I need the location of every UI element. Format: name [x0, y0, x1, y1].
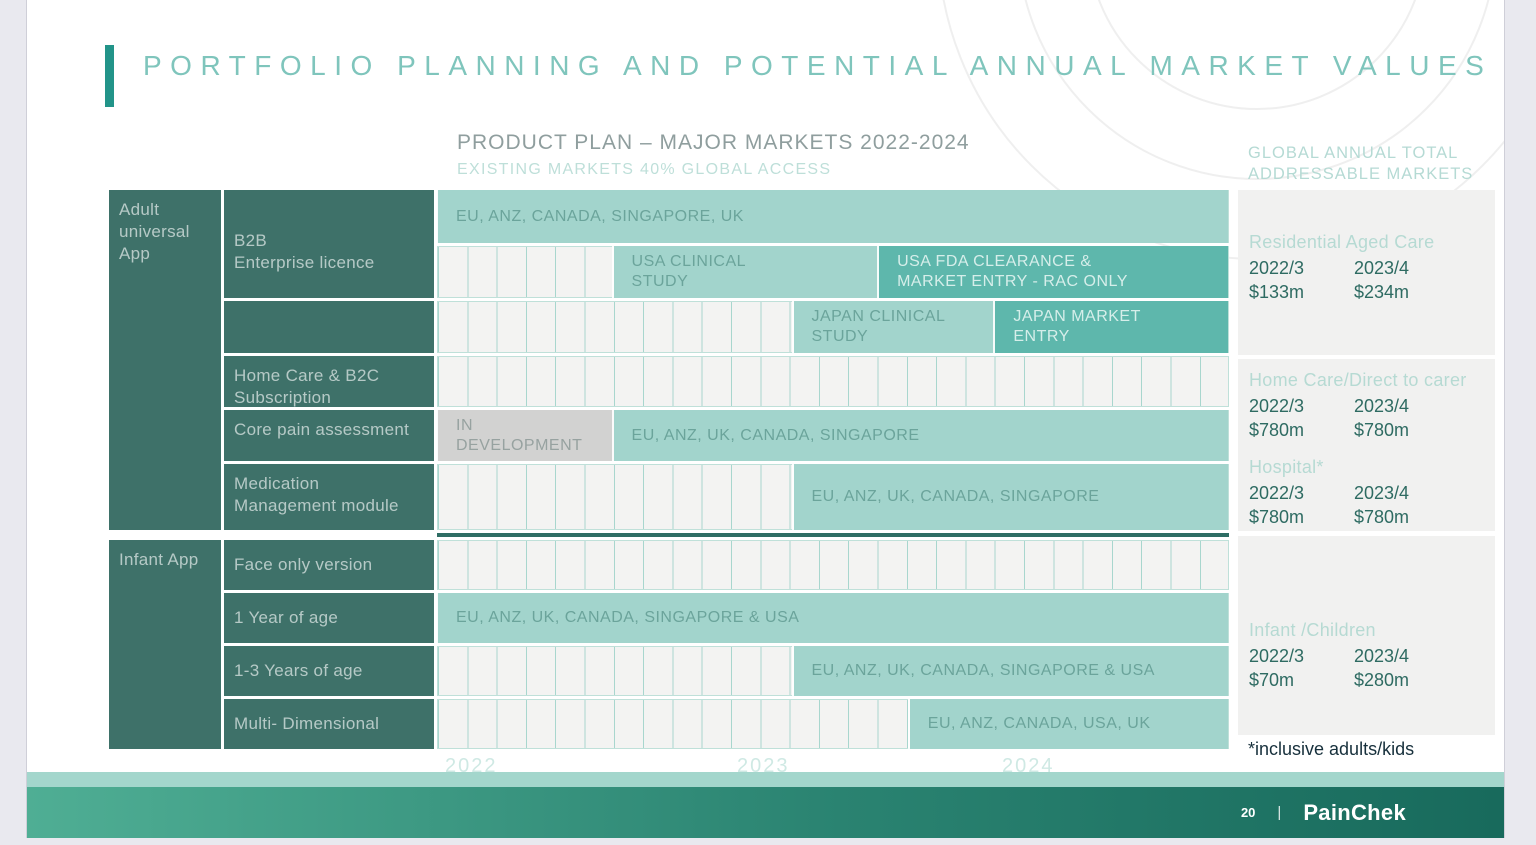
page-title: PORTFOLIO PLANNING AND POTENTIAL ANNUAL …	[143, 50, 1493, 81]
gantt-row: EU, ANZ, CANADA, SINGAPORE, UK	[437, 190, 1229, 243]
row-label-1-3-years: 1-3 Years of age	[224, 646, 434, 696]
chart-title: PRODUCT PLAN – MAJOR MARKETS 2022-2024	[457, 131, 970, 154]
period-label: 2023/4	[1354, 396, 1410, 416]
market-entry: Home Care/Direct to carer 2022/3 2023/4 …	[1249, 370, 1495, 443]
axis-year-2024: 2024	[1002, 755, 1055, 777]
gantt-row: IN DEVELOPMENT EU, ANZ, UK, CANADA, SINGA…	[437, 410, 1229, 461]
row-label-home-care: Home Care & B2C Subscription	[224, 356, 434, 407]
market-name: Home Care/Direct to carer	[1249, 370, 1467, 390]
market-values: $780m $780m	[1249, 418, 1495, 442]
gantt-bar: EU, ANZ, UK, CANADA, SINGAPORE	[793, 464, 1228, 530]
gantt-bar: EU, ANZ, UK, CANADA, SINGAPORE & USA	[438, 593, 1228, 643]
gantt-row	[437, 540, 1229, 590]
market-value: $234m	[1354, 282, 1410, 303]
gantt-row: EU, ANZ, UK, CANADA, SINGAPORE & USA	[437, 646, 1229, 696]
period-label: 2022/3	[1249, 646, 1305, 666]
market-periods: 2022/3 2023/4	[1249, 256, 1495, 280]
market-block-homecare-hospital: Home Care/Direct to carer 2022/3 2023/4 …	[1238, 359, 1495, 531]
market-value: $780m	[1249, 506, 1305, 527]
chart-subtitle: EXISTING MARKETS 40% GLOBAL ACCESS	[457, 161, 832, 178]
period-label: 2022/3	[1249, 482, 1305, 503]
slide: PORTFOLIO PLANNING AND POTENTIAL ANNUAL …	[26, 0, 1505, 838]
gantt-bar: EU, ANZ, UK, CANADA, SINGAPORE	[613, 410, 1228, 461]
period-label: 2023/4	[1354, 646, 1410, 666]
footnote: *inclusive adults/kids	[1248, 739, 1415, 759]
title-accent-bar	[105, 45, 114, 107]
gantt-row: EU, ANZ, UK, CANADA, SINGAPORE & USA	[437, 593, 1229, 643]
market-entry: Residential Aged Care 2022/3 2023/4 $133…	[1249, 232, 1495, 305]
market-block-residential: Residential Aged Care 2022/3 2023/4 $133…	[1238, 190, 1495, 355]
period-label: 2022/3	[1249, 258, 1305, 278]
market-name: Hospital*	[1249, 456, 1324, 477]
market-value: $780m	[1249, 420, 1305, 441]
market-periods: 2022/3 2023/4	[1249, 394, 1495, 418]
section-divider	[437, 533, 1229, 537]
market-entry: Hospital* 2022/3 2023/4 $780m $780m	[1249, 457, 1495, 530]
axis-year-2023: 2023	[737, 755, 790, 777]
page-number: 20	[1240, 805, 1256, 820]
market-name: Infant /Children	[1249, 620, 1376, 640]
row-label-b2b-enterprise: B2B Enterprise licence	[224, 190, 434, 298]
market-periods: 2022/3 2023/4	[1249, 644, 1495, 668]
market-value: $780m	[1354, 506, 1410, 527]
gantt-bar: EU, ANZ, CANADA, SINGAPORE, UK	[438, 190, 1228, 243]
footer-bar: 20 | PainChek	[27, 787, 1504, 838]
gantt-bar: JAPAN MARKET ENTRY	[995, 301, 1228, 353]
gantt-row: JAPAN CLINICAL STUDY JAPAN MARKET ENTRY	[437, 301, 1229, 353]
gantt-bar: USA FDA CLEARANCE & MARKET ENTRY - RAC O…	[879, 246, 1228, 298]
axis-year-2022: 2022	[445, 755, 498, 777]
footer-accent-strip	[27, 772, 1504, 787]
gantt-row	[437, 356, 1229, 407]
row-label-medication: Medication Management module	[224, 464, 434, 530]
row-label-blank	[224, 301, 434, 353]
market-panel-header: GLOBAL ANNUAL TOTAL ADDRESSABLE MARKETS	[1248, 144, 1474, 183]
market-values: $780m $780m	[1249, 505, 1495, 529]
market-block-infant: Infant /Children 2022/3 2023/4 $70m $280…	[1238, 536, 1495, 735]
market-value: $780m	[1354, 420, 1410, 441]
market-entry: Infant /Children 2022/3 2023/4 $70m $280…	[1249, 620, 1495, 693]
gantt-bar: JAPAN CLINICAL STUDY	[793, 301, 996, 353]
period-label: 2022/3	[1249, 396, 1305, 416]
row-label-1-year: 1 Year of age	[224, 593, 434, 643]
market-periods: 2022/3 2023/4	[1249, 481, 1495, 505]
gantt-row: EU, ANZ, CANADA, USA, UK	[437, 699, 1229, 749]
gantt-bar: USA CLINICAL STUDY	[613, 246, 880, 298]
gantt-row: EU, ANZ, UK, CANADA, SINGAPORE	[437, 464, 1229, 530]
painchek-logo: PainChek	[1303, 799, 1406, 825]
market-value: $70m	[1249, 670, 1295, 691]
row-label-multi-dimensional: Multi- Dimensional	[224, 699, 434, 749]
market-value: $133m	[1249, 282, 1305, 303]
group-label-infant-app: Infant App	[109, 540, 221, 749]
market-values: $70m $280m	[1249, 668, 1495, 692]
period-label: 2023/4	[1354, 258, 1410, 278]
market-value: $280m	[1354, 670, 1410, 691]
gantt-bar: EU, ANZ, UK, CANADA, SINGAPORE & USA	[793, 646, 1228, 696]
row-label-core-pain: Core pain assessment	[224, 410, 434, 461]
market-name: Residential Aged Care	[1249, 232, 1435, 252]
group-label-adult-app: Adult universal App	[109, 190, 221, 530]
footer-separator: |	[1277, 804, 1282, 821]
gantt-bar: EU, ANZ, CANADA, USA, UK	[909, 699, 1228, 749]
gantt-row: USA CLINICAL STUDY USA FDA CLEARANCE & MA…	[437, 246, 1229, 298]
row-label-face-only: Face only version	[224, 540, 434, 590]
period-label: 2023/4	[1354, 482, 1410, 503]
gantt-chart: Adult universal App Infant App B2B Enter…	[109, 190, 1229, 749]
market-values: $133m $234m	[1249, 280, 1495, 304]
gantt-bar: IN DEVELOPMENT	[438, 410, 614, 461]
